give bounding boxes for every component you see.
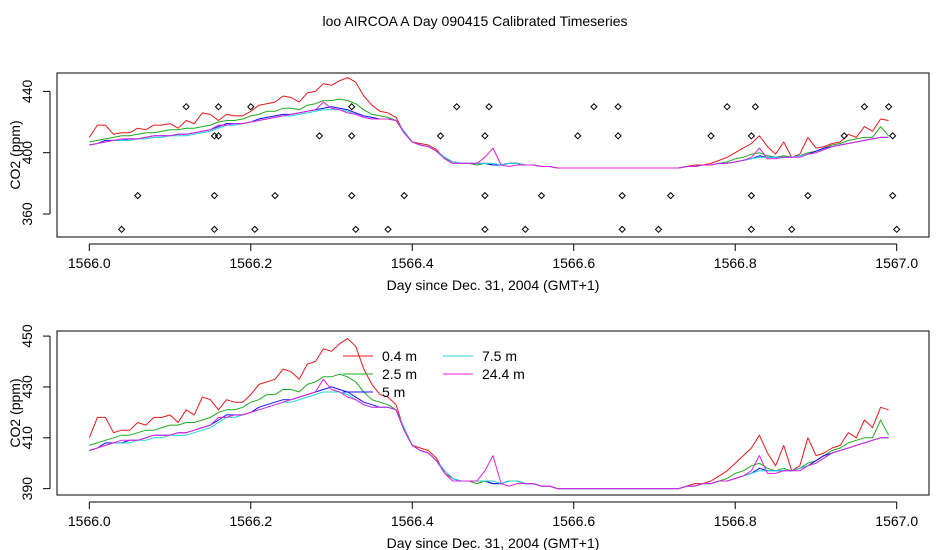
diamond-marker xyxy=(214,132,223,140)
top-x-axis-label: Day since Dec. 31, 2004 (GMT+1) xyxy=(387,277,600,293)
bottom-x-tick-label: 1566.6 xyxy=(552,513,595,529)
diamond-marker xyxy=(618,191,626,200)
diamond-marker xyxy=(347,103,356,111)
bottom-x-tick-label: 1566.0 xyxy=(68,513,111,529)
top-x-tick-label: 1567.0 xyxy=(875,255,918,271)
bottom-y-tick-label: 430 xyxy=(19,375,35,399)
bottom-legend: 0.4 m 2.5 m 5 m 7.5 m 24.4 m xyxy=(343,348,525,400)
diamond-marker xyxy=(315,132,324,140)
bottom-x-tick-label: 1566.8 xyxy=(714,513,757,529)
diamond-marker xyxy=(436,132,445,140)
top-x-tick-label: 1566.0 xyxy=(68,255,111,271)
diamond-marker xyxy=(251,225,259,234)
diamond-marker xyxy=(884,103,893,111)
top-plot-frame xyxy=(56,72,930,238)
top-x-axis: 1566.0 1566.2 1566.4 1566.6 1566.8 1567.0 xyxy=(68,243,918,271)
legend-label-7-5-m: 7.5 m xyxy=(482,348,517,364)
diamond-marker xyxy=(210,191,219,200)
diamond-marker xyxy=(666,191,675,200)
diamond-marker xyxy=(888,191,897,200)
top-x-tick-label: 1566.6 xyxy=(552,255,595,271)
top-y-axis-label: CO2 (ppm) xyxy=(7,120,23,189)
top-x-tick-label: 1566.4 xyxy=(391,255,434,271)
diamond-marker xyxy=(481,191,489,200)
diamond-marker xyxy=(723,103,731,111)
diamond-marker xyxy=(574,132,582,140)
diamond-marker xyxy=(537,191,546,200)
diamond-marker xyxy=(384,225,392,234)
page-title: loo AIRCOA A Day 090415 Calibrated Times… xyxy=(322,13,627,29)
top-x-tick-label: 1566.2 xyxy=(229,255,272,271)
bottom-y-tick-label: 410 xyxy=(19,426,35,450)
top-y-tick-label: 440 xyxy=(19,79,35,103)
diamond-marker xyxy=(521,225,530,234)
bottom-series-24-4-m-line xyxy=(89,378,889,490)
top-x-tick-label: 1566.8 xyxy=(714,255,757,271)
diamond-marker xyxy=(614,132,622,140)
diamond-marker xyxy=(247,103,255,111)
diamond-marker xyxy=(400,191,408,200)
diamond-marker xyxy=(707,132,715,140)
top-series-24-4-m-line xyxy=(89,101,889,169)
diamond-marker xyxy=(747,132,756,140)
diamond-marker xyxy=(860,103,869,111)
diamond-marker xyxy=(352,225,360,234)
diamond-marker xyxy=(481,225,489,234)
bottom-series-7-5-m-line xyxy=(89,391,889,490)
diamond-marker xyxy=(747,191,756,200)
legend-label-0-4-m: 0.4 m xyxy=(382,348,417,364)
diamond-marker xyxy=(214,103,223,111)
diamond-marker xyxy=(614,103,622,111)
bottom-series-2-5-m-line xyxy=(89,373,890,490)
diamond-marker xyxy=(347,132,356,140)
top-series-lines xyxy=(88,77,889,169)
diamond-marker xyxy=(347,191,356,200)
top-y-tick-label: 400 xyxy=(19,141,35,165)
diamond-marker xyxy=(751,103,760,111)
diamond-marker xyxy=(888,132,897,140)
bottom-y-axis: 390 410 430 450 xyxy=(19,324,51,501)
bottom-x-tick-label: 1566.2 xyxy=(229,513,272,529)
top-series-0-4-m-line xyxy=(88,77,889,169)
bottom-panel: 1566.0 1566.2 1566.4 1566.6 1566.8 1567.0 390… xyxy=(7,324,930,550)
bottom-plot-frame xyxy=(56,330,930,496)
bottom-x-tick-label: 1567.0 xyxy=(875,513,918,529)
diamond-marker xyxy=(590,103,598,111)
diamond-marker xyxy=(117,225,126,234)
top-panel: 1566.0 1566.2 1566.4 1566.6 1566.8 1567.0 360… xyxy=(7,72,930,293)
diamond-marker xyxy=(210,225,219,234)
diamond-marker xyxy=(485,103,493,111)
legend-label-24-4-m: 24.4 m xyxy=(482,366,525,382)
bottom-y-axis-label: CO2 (ppm) xyxy=(7,378,23,447)
diamond-marker xyxy=(788,225,796,234)
diamond-marker xyxy=(210,132,219,140)
diamond-marker xyxy=(654,225,663,234)
bottom-x-axis-label: Day since Dec. 31, 2004 (GMT+1) xyxy=(387,535,600,550)
top-series-7-5-m-line xyxy=(89,109,889,169)
diamond-marker xyxy=(840,132,848,140)
bottom-y-tick-label: 450 xyxy=(19,324,35,348)
diamond-marker xyxy=(452,103,461,111)
top-diamond-markers xyxy=(117,103,901,234)
diamond-marker xyxy=(481,132,489,140)
diamond-marker xyxy=(804,191,812,200)
diamond-marker xyxy=(747,225,756,234)
top-y-tick-label: 360 xyxy=(19,202,35,226)
bottom-x-tick-label: 1566.4 xyxy=(391,513,434,529)
legend-label-2-5-m: 2.5 m xyxy=(382,366,417,382)
bottom-x-axis: 1566.0 1566.2 1566.4 1566.6 1566.8 1567.0 xyxy=(68,501,918,529)
diamond-marker xyxy=(618,225,626,234)
bottom-y-tick-label: 390 xyxy=(19,477,35,501)
top-y-axis: 360 400 440 xyxy=(19,79,51,226)
diamond-marker xyxy=(271,191,279,200)
bottom-series-lines xyxy=(88,338,890,490)
diamond-marker xyxy=(182,103,190,111)
legend-label-5-m: 5 m xyxy=(382,384,405,400)
diamond-marker xyxy=(892,225,901,234)
diamond-marker xyxy=(134,191,142,200)
